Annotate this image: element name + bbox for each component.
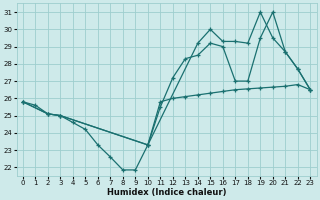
- X-axis label: Humidex (Indice chaleur): Humidex (Indice chaleur): [107, 188, 226, 197]
